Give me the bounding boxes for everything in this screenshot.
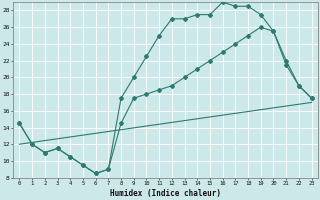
X-axis label: Humidex (Indice chaleur): Humidex (Indice chaleur)	[110, 189, 221, 198]
